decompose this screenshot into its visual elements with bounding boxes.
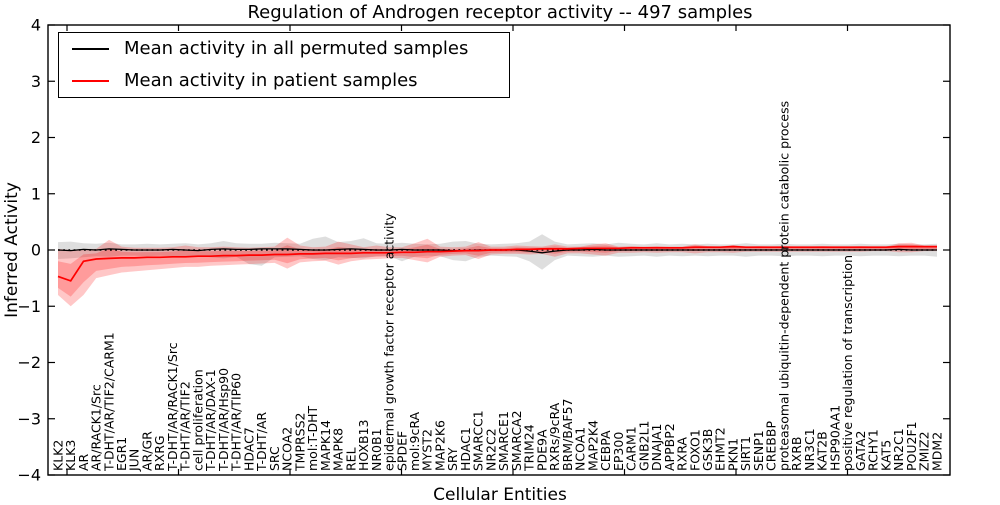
x-tick-label: RXRs/9cRA	[547, 402, 562, 471]
x-tick-label: SMARCE1	[496, 411, 511, 471]
x-tick-label: RXRB	[789, 436, 804, 471]
x-tick-label: DNAJA1	[649, 424, 664, 472]
legend-label-permuted: Mean activity in all permuted samples	[124, 38, 469, 60]
x-tick-label: GNB2L1	[636, 421, 651, 471]
x-tick-label: MAPK8	[331, 428, 346, 471]
legend-item-patient: Mean activity in patient samples	[72, 66, 509, 96]
patient-line-swatch-icon	[72, 79, 109, 82]
x-tick-label: CARM1	[624, 426, 639, 471]
y-tick-label: 3	[31, 72, 41, 91]
x-tick-label: epidermal growth factor receptor activit…	[382, 213, 397, 471]
x-tick-label: BRM/BAF57	[560, 399, 575, 471]
x-tick-label: EP300	[611, 432, 626, 471]
x-tick-label: CREBBP	[764, 421, 779, 471]
x-tick-label: T-DHT/AR	[254, 412, 269, 472]
x-tick-label: MAP2K6	[433, 420, 448, 471]
y-tick-label: 1	[31, 184, 41, 203]
x-tick-label: MAPK14	[318, 420, 333, 471]
y-tick-label: −4	[17, 466, 41, 485]
x-tick-label: RXRG	[152, 435, 167, 471]
chart-title: Regulation of Androgen receptor activity…	[247, 2, 753, 23]
x-tick-label: cell proliferation	[190, 369, 205, 471]
x-tick-label: SPDEF	[394, 431, 409, 471]
x-tick-label: SIRT1	[738, 436, 753, 471]
y-axis-label: Inferred Activity	[2, 182, 22, 318]
x-tick-label: MDM2	[929, 432, 944, 471]
x-tick-label: AR	[76, 453, 91, 471]
x-tick-label: T-DHT/AR/RACK1/Src	[165, 342, 180, 472]
x-tick-label: T-DHT/AR/TIF2	[178, 381, 193, 472]
x-tick-label: SENP1	[751, 430, 766, 471]
x-tick-label: NR3C1	[802, 428, 817, 471]
x-tick-label: NCOA2	[280, 427, 295, 471]
x-tick-label: SRC	[267, 446, 282, 471]
x-tick-label: mol:T-DHT	[305, 405, 320, 471]
x-tick-label: proteasomal ubiquitin-dependent protein …	[776, 101, 791, 471]
patient-band-inner	[58, 244, 937, 297]
x-tick-label: T-DHT/AR/DAX-1	[203, 369, 218, 472]
x-tick-label: JUN	[127, 449, 142, 472]
x-tick-label: CEBPA	[598, 430, 613, 471]
x-tick-label: positive regulation of transcription	[840, 255, 855, 471]
x-tick-label: MAP2K4	[585, 420, 600, 471]
x-tick-label: EGR1	[114, 437, 129, 471]
x-tick-label: NR2C1	[891, 428, 906, 471]
x-tick-label: KAT2B	[815, 431, 830, 471]
x-tick-label: AR/GR	[140, 431, 155, 471]
x-tick-label: T-DHT/AR/Hsp90	[216, 368, 231, 472]
legend: Mean activity in all permuted samples Me…	[58, 32, 510, 98]
x-tick-label: mol:9cRA	[407, 411, 422, 471]
x-tick-label: T-DHT/AR/TIP60	[229, 373, 244, 472]
permuted-line-swatch-icon	[72, 48, 109, 51]
x-tick-label: KLK2	[50, 440, 65, 471]
x-tick-label: HOXB13	[356, 420, 371, 471]
y-tick-label: −1	[17, 297, 41, 316]
x-tick-label: GSK3B	[700, 429, 715, 471]
x-tick-label: RCHY1	[866, 429, 881, 471]
x-tick-label: KAT5	[878, 440, 893, 471]
x-tick-label: SMARCC1	[471, 410, 486, 471]
x-tick-label: T-DHT/AR/TIF2/CARM1	[101, 332, 116, 472]
x-tick-label: EHMT2	[713, 427, 728, 471]
x-tick-label: PDE9A	[534, 429, 549, 471]
x-tick-label: GATA2	[853, 431, 868, 471]
x-tick-label: AR/RACK1/Src	[89, 384, 104, 471]
x-tick-label: PKN1	[726, 438, 741, 471]
x-tick-label: NCOA1	[573, 427, 588, 471]
x-tick-label: NR2C2	[483, 428, 498, 471]
y-tick-label: 2	[31, 128, 41, 147]
legend-item-permuted: Mean activity in all permuted samples	[72, 34, 509, 64]
y-tick-label: 4	[31, 16, 41, 35]
x-tick-label: POU2F1	[904, 421, 919, 471]
y-tick-label: −2	[17, 353, 41, 372]
x-tick-label: TRIM24	[522, 424, 537, 472]
x-tick-label: SMARCA2	[509, 410, 524, 471]
permuted-band	[58, 234, 937, 270]
x-tick-label: FOXO1	[687, 429, 702, 471]
legend-label-patient: Mean activity in patient samples	[124, 69, 418, 91]
x-tick-label: RXRA	[675, 437, 690, 471]
x-tick-label: TMPRSS2	[292, 413, 307, 472]
x-tick-label: ZMIZ2	[917, 431, 932, 471]
y-tick-label: −3	[17, 409, 41, 428]
patient-mean-line	[57, 245, 937, 282]
x-tick-label: HSP90AA1	[827, 405, 842, 471]
x-tick-label: KLK3	[63, 440, 78, 471]
y-tick-label: 0	[31, 241, 41, 260]
x-axis-label: Cellular Entities	[433, 485, 567, 505]
x-tick-label: HDAC1	[458, 427, 473, 471]
x-tick-label: REL	[343, 447, 358, 471]
x-tick-label: APPBP2	[662, 423, 677, 471]
x-tick-label: NR0B1	[369, 428, 384, 471]
x-tick-label: SRY	[445, 447, 460, 471]
x-tick-label: MYST2	[420, 429, 435, 471]
x-tick-label: HDAC7	[241, 427, 256, 471]
